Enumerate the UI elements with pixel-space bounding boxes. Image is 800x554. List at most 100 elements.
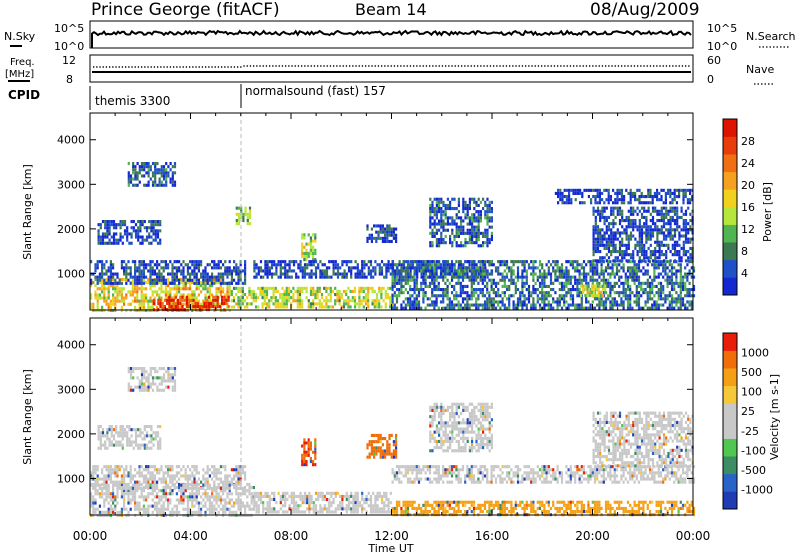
data-cell [375, 239, 378, 243]
data-cell [686, 291, 689, 295]
data-cell [437, 284, 440, 288]
data-cell [435, 303, 438, 307]
data-cell [684, 219, 688, 223]
data-cell [200, 302, 203, 306]
data-cell [615, 303, 619, 307]
data-cell [669, 259, 672, 263]
data-cell [629, 272, 632, 276]
data-cell [248, 209, 252, 213]
data-cell [614, 256, 617, 260]
data-cell [446, 303, 449, 307]
data-cell [431, 200, 434, 204]
data-cell [646, 300, 649, 304]
data-cell [599, 234, 602, 238]
data-cell [92, 501, 95, 505]
data-cell [182, 498, 185, 502]
data-cell [298, 296, 302, 300]
data-cell [281, 272, 285, 276]
data-cell [442, 200, 445, 204]
data-cell [624, 281, 627, 285]
data-cell [549, 306, 553, 310]
data-cell [571, 294, 575, 298]
data-cell [154, 165, 157, 169]
data-cell [625, 243, 628, 247]
data-cell [154, 168, 157, 172]
data-cell [675, 188, 678, 192]
data-cell [618, 269, 621, 273]
data-cell [276, 299, 280, 303]
data-cell [101, 272, 104, 276]
data-cell [160, 278, 163, 282]
data-cell [156, 272, 159, 276]
data-cell [349, 289, 352, 293]
data-cell [325, 302, 328, 306]
data-cell [139, 241, 142, 245]
data-cell [96, 489, 99, 493]
data-cell [563, 188, 566, 192]
data-cell [636, 240, 639, 244]
data-cell [405, 266, 408, 270]
data-cell [173, 266, 176, 270]
data-cell [468, 306, 471, 310]
data-cell [645, 234, 648, 238]
data-cell [611, 284, 614, 288]
data-cell [648, 275, 652, 279]
data-cell [215, 263, 218, 267]
data-cell [409, 266, 412, 270]
data-cell [148, 241, 151, 245]
data-cell [558, 294, 561, 298]
data-cell [464, 244, 467, 248]
data-cell [472, 275, 476, 279]
data-cell [475, 238, 478, 242]
data-cell [109, 299, 112, 303]
data-cell [571, 260, 575, 264]
data-cell [446, 294, 449, 298]
data-cell [110, 220, 113, 224]
data-cell [296, 302, 299, 306]
data-cell [404, 306, 407, 310]
data-cell [186, 507, 189, 511]
data-cell [347, 266, 351, 270]
data-cell [603, 246, 606, 250]
data-cell [560, 263, 564, 267]
data-cell [668, 306, 671, 310]
data-cell [162, 510, 165, 514]
data-cell [541, 272, 544, 276]
data-cell [149, 486, 152, 490]
data-cell [638, 246, 641, 250]
data-cell [471, 231, 474, 235]
data-cell [596, 206, 600, 210]
data-cell [224, 498, 227, 502]
data-cell [558, 303, 561, 307]
data-cell [364, 286, 368, 290]
data-cell [356, 302, 359, 306]
data-cell [208, 263, 211, 267]
data-cell [675, 195, 678, 199]
data-cell [217, 287, 220, 291]
data-cell [208, 287, 211, 291]
data-cell [156, 229, 160, 233]
data-cell [545, 297, 548, 301]
data-cell [431, 231, 434, 235]
data-cell [409, 284, 412, 288]
data-cell [543, 294, 546, 298]
data-cell [105, 489, 108, 493]
data-cell [230, 289, 233, 293]
data-cell [616, 259, 619, 263]
data-cell [94, 507, 97, 511]
data-cell [605, 246, 608, 250]
data-cell [588, 293, 591, 297]
data-cell [230, 278, 233, 282]
data-cell [647, 228, 650, 232]
data-cell [105, 498, 108, 502]
data-cell [653, 195, 656, 199]
data-cell [560, 266, 564, 270]
data-cell [129, 302, 132, 306]
data-cell [129, 290, 132, 294]
data-cell [618, 253, 622, 257]
data-cell [576, 294, 579, 298]
data-cell [207, 305, 210, 309]
data-cell [477, 203, 480, 207]
data-cell [284, 260, 287, 264]
data-cell [184, 284, 187, 288]
